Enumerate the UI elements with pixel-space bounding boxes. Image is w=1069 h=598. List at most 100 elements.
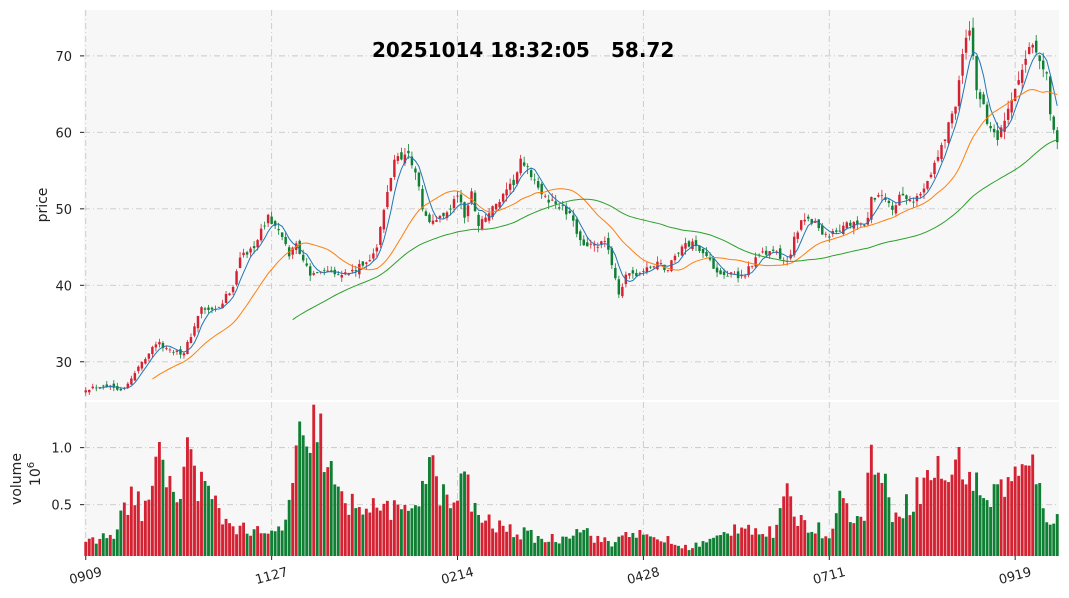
candlestick (519, 154, 522, 176)
candlestick (151, 345, 154, 358)
volume-bar (242, 522, 246, 556)
candle-body (575, 219, 578, 234)
candlestick (186, 340, 189, 355)
price-ytick-label: 30 (55, 356, 72, 371)
candle-body (838, 230, 842, 232)
candlestick (512, 174, 515, 192)
volume-bar (157, 442, 161, 556)
candle-body (105, 384, 109, 387)
candle-body (856, 220, 859, 225)
candle-body (999, 127, 1003, 137)
candle-body (88, 389, 91, 393)
volume-bar (154, 456, 158, 556)
volume-bar (259, 533, 263, 556)
candle-body (940, 144, 943, 159)
volume-bar (813, 533, 817, 556)
candlestick (919, 192, 922, 199)
candle-body (610, 248, 614, 266)
candle-body (238, 257, 242, 269)
candlestick (575, 216, 578, 238)
candlestick (838, 224, 842, 232)
candlestick (235, 269, 238, 287)
candlestick (1034, 34, 1038, 56)
candlestick (835, 227, 838, 234)
candle-body (505, 189, 508, 196)
volume-bar (1013, 466, 1017, 556)
candle-body (1010, 100, 1013, 113)
candlestick (161, 341, 165, 352)
candle-body (477, 214, 480, 227)
candlestick (417, 171, 421, 191)
candlestick (807, 214, 810, 222)
candlestick (677, 251, 680, 257)
candle-body (936, 156, 940, 161)
candlestick (810, 218, 813, 226)
candle-body (298, 240, 301, 254)
candlestick (656, 256, 659, 271)
volume-bar (1034, 484, 1038, 556)
candlestick (817, 219, 820, 231)
ma-5-line (99, 50, 1058, 389)
candlestick (84, 387, 87, 396)
candle-body (301, 254, 305, 261)
candle-body (533, 179, 536, 181)
candlestick (259, 223, 263, 243)
volume-bar (413, 505, 417, 556)
candlestick (147, 353, 151, 362)
volume-bar (887, 497, 891, 556)
volume-bar (526, 530, 530, 556)
volume-bar (543, 542, 547, 556)
candle-body (796, 232, 799, 239)
candle-body (133, 373, 137, 381)
price-ytick-label: 60 (55, 126, 72, 141)
volume-bar (680, 548, 684, 556)
volume-bar (438, 505, 442, 556)
volume-bar (912, 511, 915, 556)
volume-bar (1045, 522, 1049, 556)
candle-body (308, 266, 312, 276)
candle-body (557, 207, 561, 209)
volume-bar (336, 486, 340, 556)
volume-bar (94, 543, 98, 556)
volume-bar (529, 529, 533, 556)
volume-bar (585, 528, 589, 556)
volume-bar (845, 503, 849, 556)
candle-body (508, 183, 512, 190)
volume-bar (687, 550, 691, 556)
volume-bar (747, 524, 751, 556)
volume-bar (1020, 464, 1024, 556)
volume-bar (803, 520, 807, 556)
volume-bar (200, 471, 203, 556)
candle-body (880, 195, 884, 197)
candle-body (168, 349, 172, 351)
volume-bar (589, 535, 593, 556)
volume-bar (719, 535, 722, 556)
candlestick (312, 270, 315, 276)
candlestick (803, 213, 806, 225)
candlestick (508, 178, 512, 195)
candlestick (964, 29, 968, 60)
volume-ytick-label: 1.0 (51, 442, 72, 457)
volume-bar (904, 494, 908, 556)
candle-body (1013, 88, 1017, 101)
candle-body (242, 252, 245, 256)
volume-bar (627, 537, 631, 556)
candlestick (961, 48, 964, 84)
candle-body (445, 212, 449, 219)
volume-bar (834, 513, 838, 556)
candlestick (210, 306, 214, 314)
candle-body (561, 205, 564, 207)
candle-body (235, 271, 238, 285)
candlestick (529, 167, 533, 181)
candle-body (459, 194, 463, 203)
candle-body (947, 122, 950, 143)
volume-bar (273, 531, 277, 556)
candlestick (1013, 88, 1017, 102)
candle-body (1031, 44, 1034, 48)
volume-bar (182, 466, 186, 556)
volume-bar (620, 535, 624, 556)
candlestick (856, 216, 859, 230)
candle-body (515, 172, 519, 184)
volume-bar (691, 548, 694, 556)
volume-bar (740, 527, 744, 556)
